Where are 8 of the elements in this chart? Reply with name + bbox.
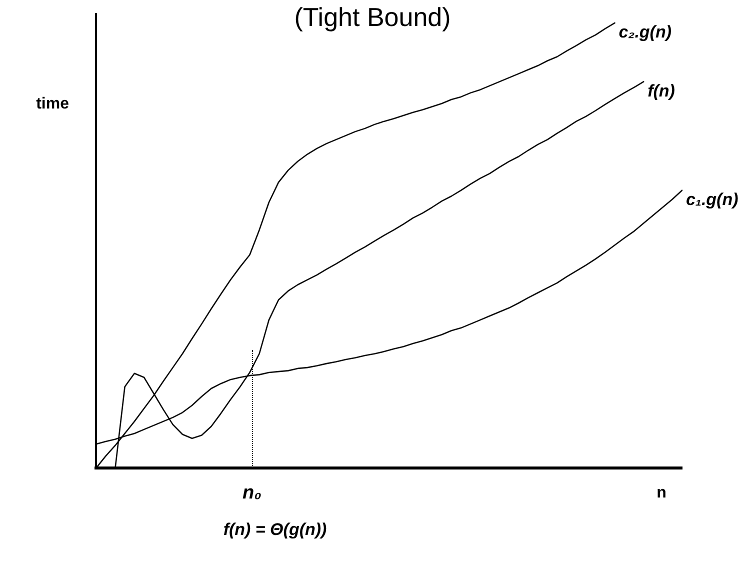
series-label: c₁.g(n) <box>686 190 739 210</box>
series-label: f(n) <box>648 81 676 100</box>
text: f(n) = Θ(g(n)) <box>223 520 328 539</box>
text: n₀ <box>242 482 262 504</box>
chart-title: (Tight Bound) <box>294 2 451 32</box>
y-axis-title: time <box>36 95 70 112</box>
x-axis-title: n <box>656 484 666 502</box>
series-label: c₂.g(n) <box>618 22 672 42</box>
